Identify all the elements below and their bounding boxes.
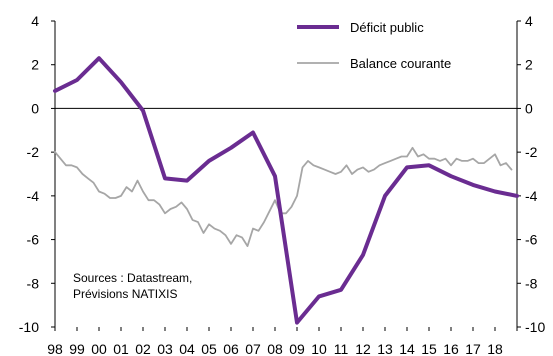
left-tick-label: -10 xyxy=(19,319,39,335)
right-y-axis: 4 2 0 -2 -4 -6 -8 -10 xyxy=(517,13,545,335)
x-tick-label: 10 xyxy=(311,341,327,356)
x-tick-label: 07 xyxy=(245,341,261,356)
left-tick-label: -2 xyxy=(27,144,40,160)
right-tick-label: -10 xyxy=(525,319,545,335)
left-tick-label: 4 xyxy=(31,13,39,29)
x-tick-label: 17 xyxy=(465,341,481,356)
axes xyxy=(54,21,518,327)
right-tick-label: -8 xyxy=(525,275,538,291)
x-tick-label: 06 xyxy=(223,341,239,356)
series-line-balance-courante xyxy=(54,146,513,248)
source-note-line: Prévisions NATIXIS xyxy=(73,287,177,301)
legend: Déficit public Balance courante xyxy=(297,20,451,71)
source-note-line: Sources : Datastream, xyxy=(73,271,192,285)
right-tick-label: -2 xyxy=(525,144,538,160)
x-axis: 98 99 00 01 02 03 04 05 06 07 08 09 10 11 12 13 14 15 16 17… xyxy=(47,327,518,356)
left-tick-label: -6 xyxy=(27,232,40,248)
left-tick-label: 2 xyxy=(31,57,39,73)
x-tick-label: 12 xyxy=(355,341,371,356)
x-tick-label: 05 xyxy=(201,341,217,356)
right-tick-label: -4 xyxy=(525,188,538,204)
x-tick-label: 08 xyxy=(267,341,283,356)
x-tick-label: 04 xyxy=(179,341,195,356)
x-tick-label: 11 xyxy=(334,341,349,356)
x-tick-label: 13 xyxy=(377,341,393,356)
right-tick-label: 0 xyxy=(525,100,533,116)
x-tick-label: 15 xyxy=(421,341,437,356)
x-tick-label: 18 xyxy=(487,341,503,356)
x-tick-label: 14 xyxy=(399,341,415,356)
x-tick-label: 09 xyxy=(289,341,305,356)
x-tick-label: 01 xyxy=(113,341,129,356)
right-tick-label: 2 xyxy=(525,57,533,73)
x-tick-label: 03 xyxy=(157,341,173,356)
right-tick-label: 4 xyxy=(525,13,533,29)
left-tick-label: -8 xyxy=(27,275,40,291)
right-tick-label: -6 xyxy=(525,232,538,248)
legend-deficit-public-label: Déficit public xyxy=(350,20,424,35)
x-tick-label: 99 xyxy=(69,341,85,356)
x-tick-label: 16 xyxy=(443,341,459,356)
left-tick-label: -4 xyxy=(27,188,40,204)
series-layer xyxy=(53,56,519,325)
x-tick-label: 00 xyxy=(91,341,107,356)
x-tick-label: 02 xyxy=(135,341,151,356)
left-y-axis: 4 2 0 -2 -4 -6 -8 -10 xyxy=(19,13,55,335)
series-line-deficit-public xyxy=(53,56,519,325)
source-note: Sources : Datastream, Prévisions NATIXIS xyxy=(73,271,192,301)
legend-balance-courante-label: Balance courante xyxy=(350,56,451,71)
left-tick-label: 0 xyxy=(31,100,39,116)
x-tick-label: 98 xyxy=(47,341,63,356)
